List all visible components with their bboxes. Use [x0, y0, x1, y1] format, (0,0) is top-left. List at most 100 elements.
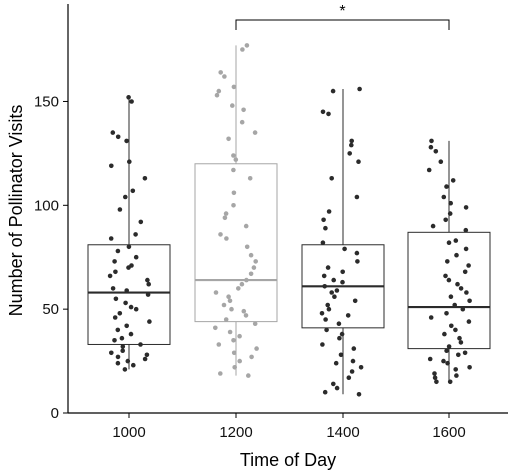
bracket-line [235, 19, 450, 30]
data-point [357, 86, 362, 92]
data-point [231, 203, 236, 208]
data-point [244, 43, 250, 48]
data-point [352, 298, 358, 304]
data-point [126, 95, 131, 100]
axes [67, 4, 508, 414]
data-point [351, 346, 357, 351]
data-point [339, 331, 345, 337]
data-point [466, 263, 471, 268]
data-point [446, 240, 452, 245]
data-point [249, 354, 254, 360]
data-point [230, 103, 235, 108]
box-1400 [301, 89, 385, 395]
data-point [222, 215, 228, 221]
data-point [342, 246, 347, 252]
data-point [430, 223, 436, 229]
data-point [326, 111, 331, 117]
data-point [124, 323, 129, 329]
data-point [449, 323, 454, 329]
data-point [338, 352, 344, 358]
data-point [130, 188, 136, 194]
data-point [445, 259, 450, 264]
data-point [133, 254, 139, 260]
data-point [120, 344, 126, 349]
data-point [333, 360, 339, 366]
data-point [319, 311, 325, 316]
data-point [123, 194, 128, 200]
data-point [325, 302, 331, 308]
data-point [453, 327, 458, 333]
data-point [115, 354, 121, 360]
data-point [441, 194, 447, 200]
data-point [334, 288, 340, 293]
x-tick-label: 1200 [219, 424, 252, 441]
y-axis-title: Number of Pollinator Visits [6, 105, 26, 317]
data-point [110, 130, 116, 135]
data-point [231, 167, 236, 173]
data-point [224, 236, 229, 241]
data-point [454, 373, 459, 378]
data-point [322, 389, 328, 395]
box-iqr [87, 244, 171, 345]
box-iqr [194, 163, 278, 323]
data-point [326, 306, 332, 312]
data-point [233, 157, 239, 162]
data-point [438, 159, 444, 164]
data-point [320, 342, 325, 347]
data-point [112, 259, 117, 264]
data-point [128, 304, 134, 310]
data-point [326, 209, 332, 214]
y-tick-label: 0 [51, 405, 59, 422]
data-point [218, 70, 223, 75]
data-point [138, 219, 144, 225]
data-point [222, 74, 227, 79]
data-point [354, 250, 360, 256]
data-point [448, 200, 454, 206]
data-point [345, 313, 351, 318]
data-point [331, 381, 336, 387]
data-point [131, 362, 136, 368]
data-point [109, 163, 114, 169]
data-point [329, 290, 335, 295]
data-point [145, 277, 150, 283]
data-point [346, 375, 352, 381]
data-point [123, 300, 128, 306]
significance-label: * [339, 3, 345, 20]
data-point [252, 321, 258, 327]
data-point [463, 205, 469, 210]
data-point [340, 279, 345, 285]
data-point [322, 284, 328, 289]
data-point [244, 244, 250, 250]
data-point [337, 335, 342, 341]
data-point [241, 308, 247, 314]
data-point [115, 134, 121, 140]
data-point [231, 350, 237, 356]
data-point [232, 365, 237, 370]
data-point [467, 298, 472, 304]
data-point [448, 294, 454, 300]
data-point [453, 367, 459, 372]
data-point [321, 273, 327, 279]
data-point [350, 358, 356, 364]
data-point [109, 350, 114, 356]
data-point [142, 176, 148, 181]
data-point [237, 358, 242, 364]
data-point [107, 273, 113, 279]
data-point [456, 352, 461, 358]
data-point [226, 294, 231, 300]
data-point [358, 365, 364, 370]
x-axis-ticks: 1000 1200 1400 1600 [112, 413, 466, 441]
data-point [127, 159, 132, 164]
data-point [216, 88, 222, 94]
data-point [324, 327, 329, 333]
box-iqr [407, 231, 491, 350]
data-point [445, 360, 450, 366]
data-point [356, 392, 362, 397]
data-point [231, 190, 237, 196]
data-point [113, 296, 119, 302]
data-point [213, 325, 218, 331]
data-point [241, 107, 246, 113]
data-point [320, 240, 326, 245]
data-point [447, 211, 453, 216]
